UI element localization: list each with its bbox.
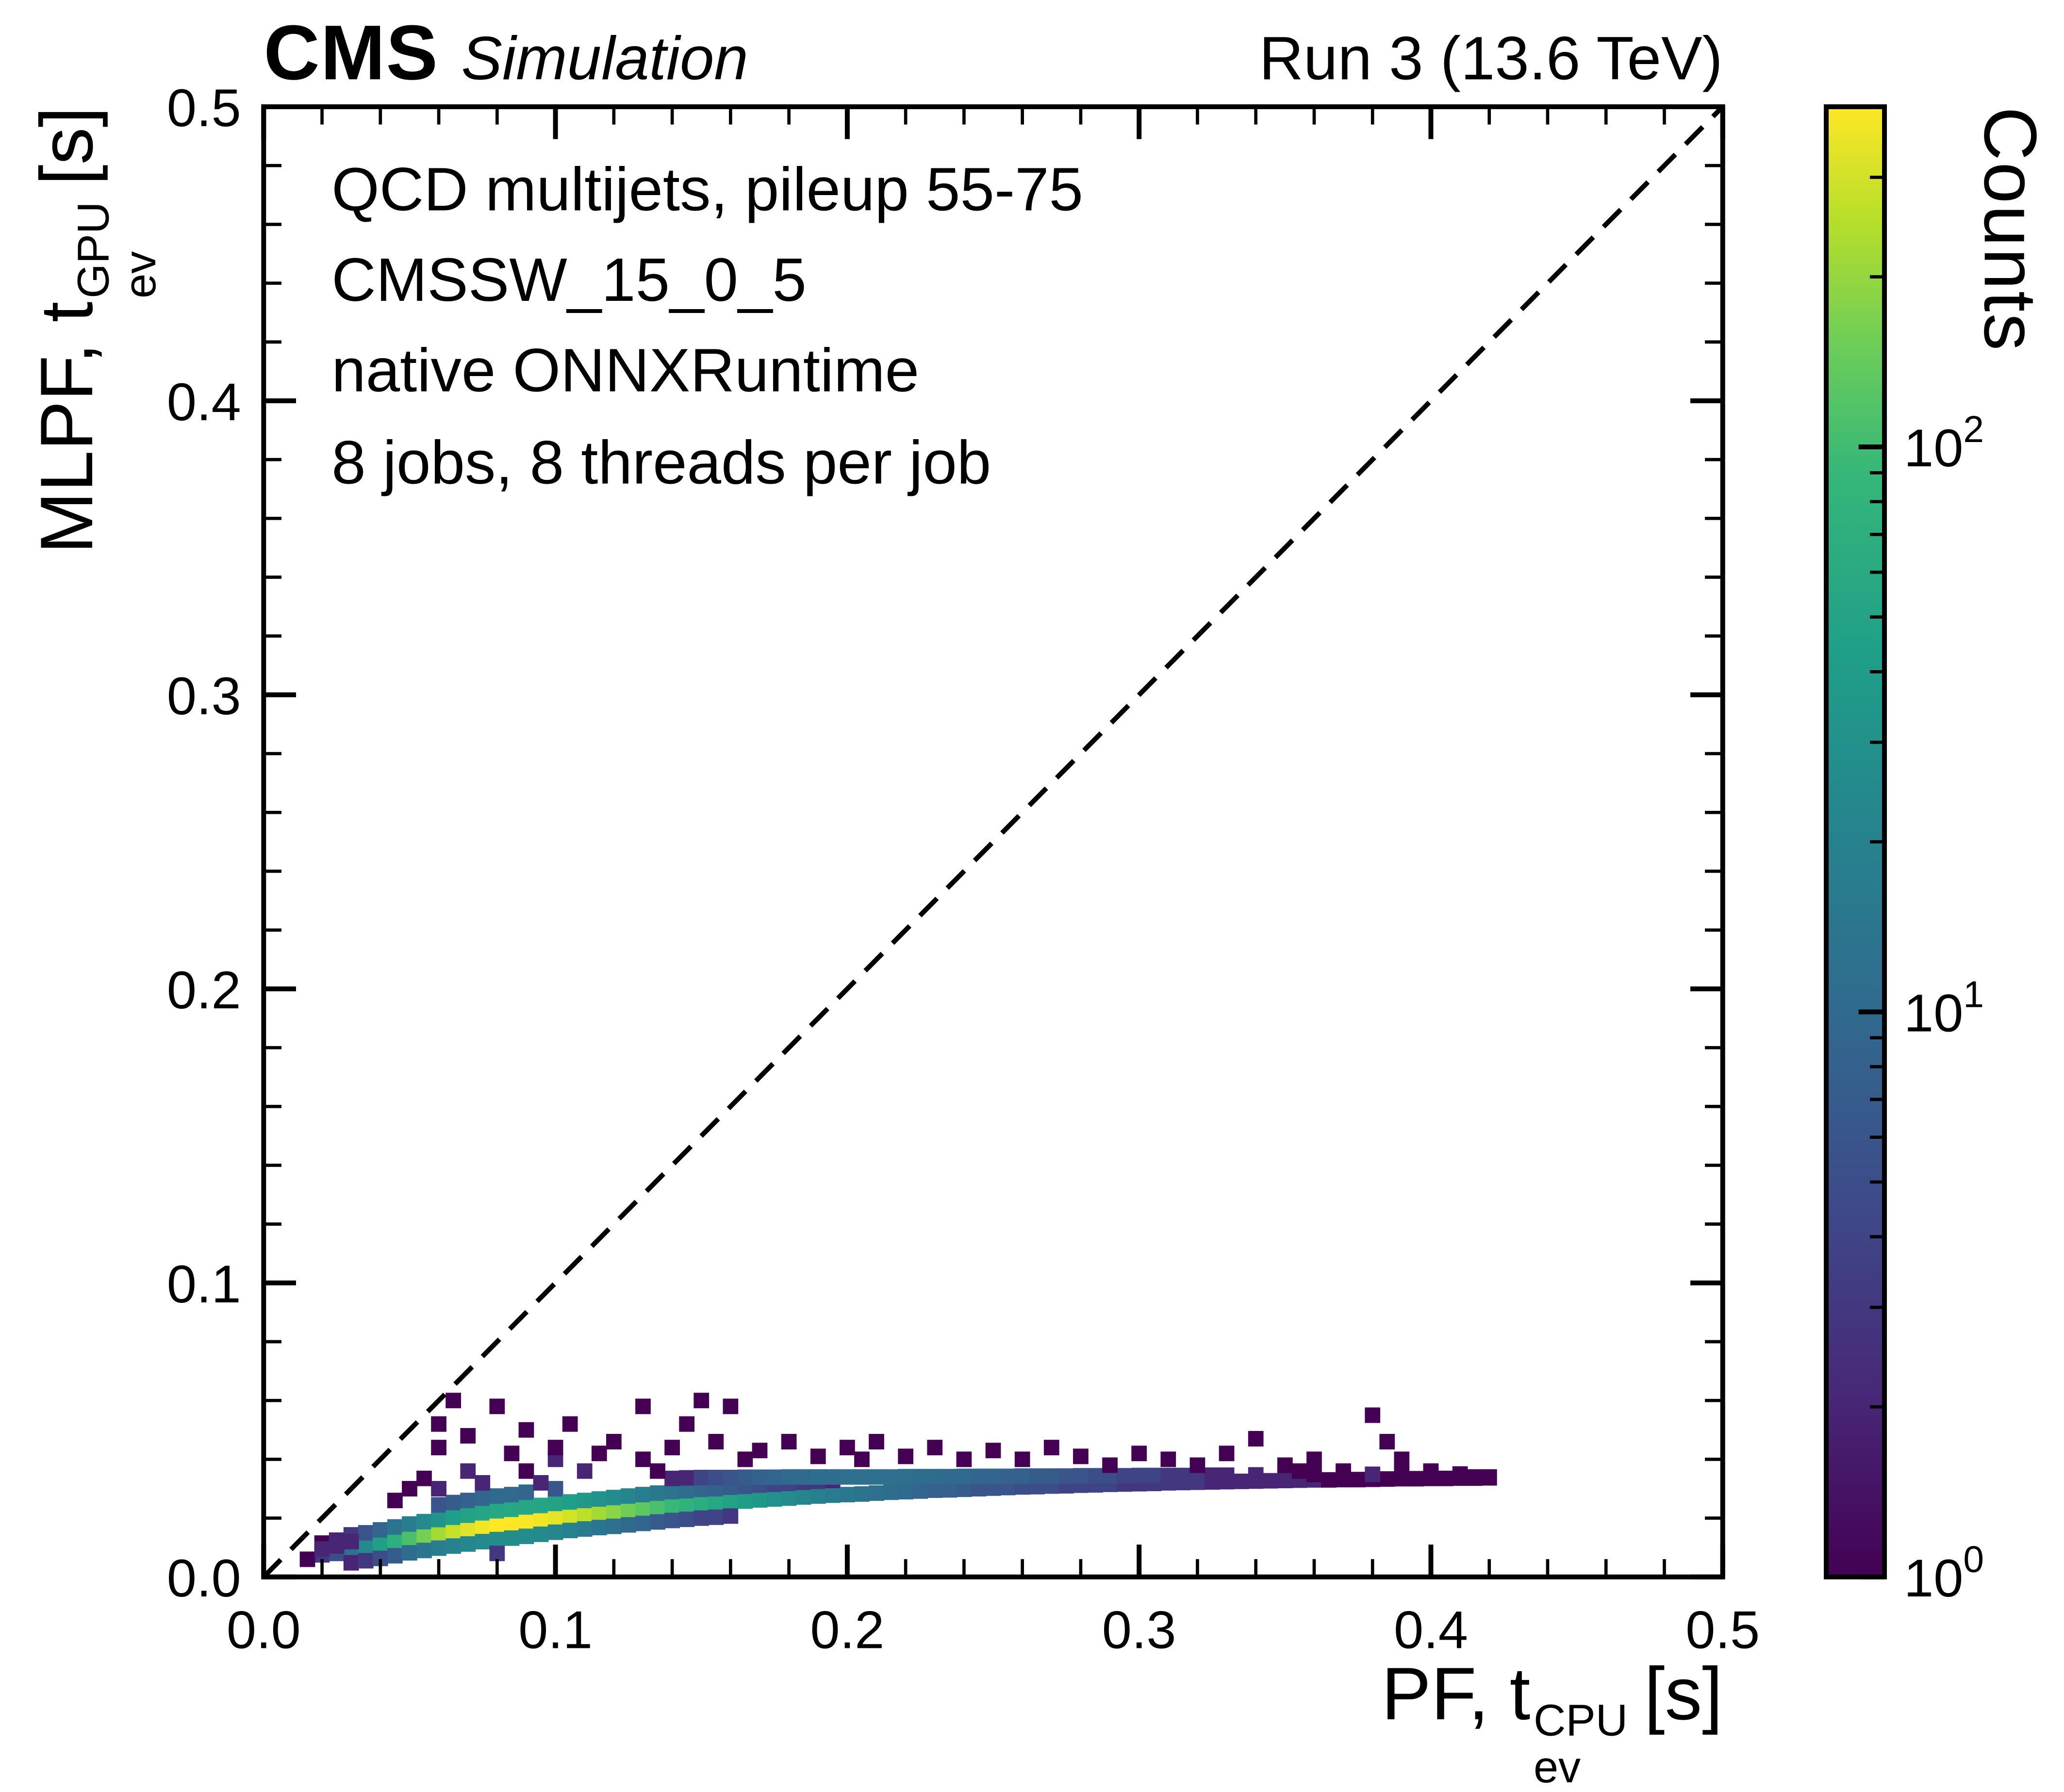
annotation-line-jobs: 8 jobs, 8 threads per job [331, 429, 991, 498]
colorbar-frame [1824, 104, 1887, 1579]
x-tick-label: 0.4 [1394, 1600, 1468, 1660]
cms-logo-text: CMS [264, 11, 439, 97]
x-axis-label-prefix: PF, t [1381, 1651, 1531, 1736]
annotation-line-runtime: native ONNXRuntime [331, 339, 920, 407]
x-tick-label: 0.5 [1685, 1600, 1760, 1660]
plot-frame [261, 104, 1725, 1579]
y-axis-label: MLPF, t GPU ev [s] [23, 106, 165, 1577]
annotation-line-sample: QCD multijets, pileup 55-75 [331, 157, 1084, 225]
y-tick-label: 0.0 [167, 1548, 241, 1608]
annotation-line-release: CMSSW_15_0_5 [331, 247, 807, 316]
x-tick-label: 0.2 [810, 1600, 884, 1660]
y-axis-superscript: GPU [68, 201, 119, 298]
y-tick-label: 0.1 [167, 1254, 241, 1314]
simulation-label: Simulation [461, 26, 748, 94]
diagonal-reference-line [262, 105, 1725, 1579]
colorbar-tick-label: 101 [1904, 974, 1984, 1043]
y-axis-label-prefix: MLPF, t [24, 301, 109, 554]
x-tick-label: 0.0 [227, 1600, 301, 1660]
annotation-block: QCD multijets, pileup 55-75 CMSSW_15_0_5… [331, 146, 1083, 510]
y-tick-label: 0.3 [167, 666, 241, 726]
y-axis-supsub: GPU ev [68, 201, 165, 298]
plot-header: CMS Simulation Run 3 (13.6 TeV) [264, 10, 1722, 99]
x-axis-unit: [s] [1644, 1651, 1723, 1736]
x-tick-label: 0.1 [518, 1600, 593, 1660]
y-tick-label: 0.5 [167, 78, 241, 138]
colorbar-title: Counts [1968, 106, 2053, 352]
y-axis-unit: [s] [24, 106, 109, 185]
y-tick-label: 0.4 [167, 372, 241, 432]
histogram-bins [299, 1393, 1497, 1571]
y-axis-subscript: ev [114, 251, 165, 298]
colorbar-tick-label: 100 [1904, 1539, 1984, 1608]
y-tick-label: 0.2 [167, 960, 241, 1020]
x-tick-label: 0.3 [1102, 1600, 1176, 1660]
x-axis-label: PF, t CPU ev [s] [0, 1650, 1723, 1790]
x-axis-subscript: ev [1533, 1741, 1581, 1792]
colorbar-tick-label: 102 [1904, 409, 1984, 478]
axis-minor-ticks [264, 106, 1723, 1577]
experiment-header: CMS Simulation [264, 10, 748, 99]
run-energy-label: Run 3 (13.6 TeV) [1259, 26, 1723, 94]
x-axis-supsub: CPU ev [1533, 1695, 1628, 1792]
x-axis-superscript: CPU [1533, 1695, 1628, 1746]
